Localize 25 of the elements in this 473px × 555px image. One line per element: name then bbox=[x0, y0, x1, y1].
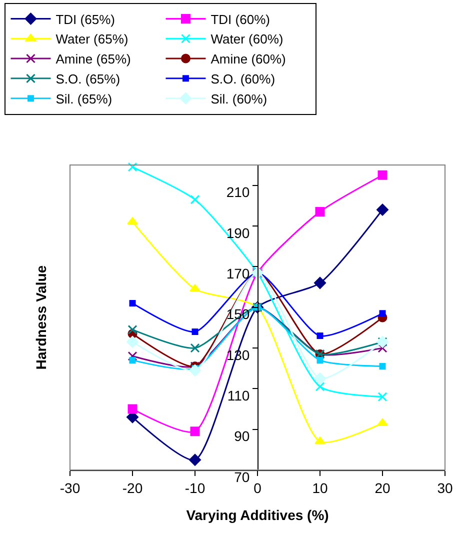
x-axis-title: Varying Additives (%) bbox=[186, 507, 329, 524]
legend-label: S.O. (60%) bbox=[210, 71, 276, 86]
legend-label: Water (60%) bbox=[210, 32, 284, 47]
legend-label: Sil. (60%) bbox=[210, 91, 268, 106]
legend-label: Sil. (65%) bbox=[56, 91, 112, 106]
y-tick-label: 90 bbox=[234, 428, 250, 444]
y-tick-label: 190 bbox=[226, 224, 250, 241]
x-tick-label: 10 bbox=[312, 480, 328, 496]
legend-label: Water (65%) bbox=[56, 32, 128, 47]
y-axis-title: Hardness Value bbox=[32, 265, 49, 370]
legend-label: S.O. (65%) bbox=[56, 71, 120, 86]
y-tick-label: 210 bbox=[226, 184, 250, 200]
legend-label: Amine (65%) bbox=[56, 52, 131, 67]
x-tick-label: -10 bbox=[184, 480, 206, 496]
legend-label: TDI (60%) bbox=[210, 12, 270, 27]
x-tick-label: -20 bbox=[122, 480, 143, 496]
x-tick-label: 0 bbox=[254, 480, 262, 496]
y-tick-label: 70 bbox=[234, 468, 250, 485]
x-tick-label: -30 bbox=[60, 480, 80, 496]
x-tick-label: 30 bbox=[437, 480, 453, 496]
y-tick-label: 110 bbox=[227, 388, 250, 404]
legend-label: TDI (65%) bbox=[56, 12, 115, 27]
x-tick-label: 20 bbox=[374, 480, 390, 496]
legend-label: Amine (60%) bbox=[210, 52, 286, 67]
y-tick-label: 170 bbox=[226, 266, 250, 282]
